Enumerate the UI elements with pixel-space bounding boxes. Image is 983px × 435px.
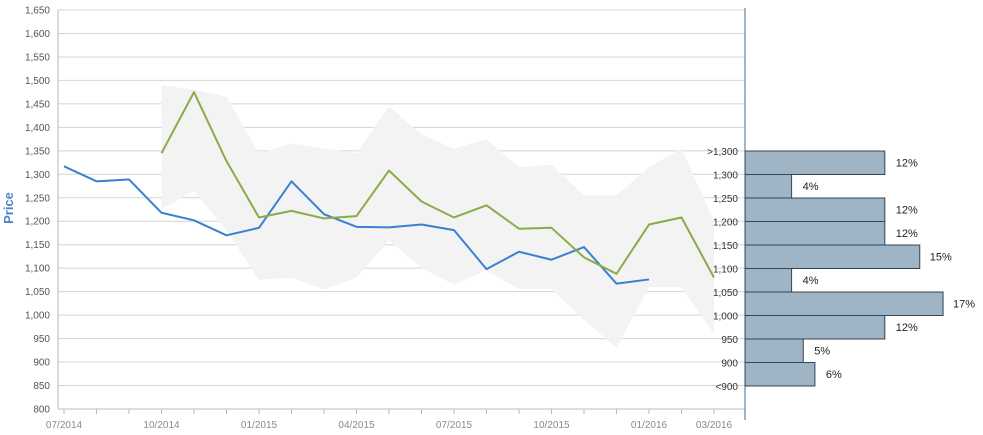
x-tick-label: 01/2016 [631, 420, 668, 431]
y-axis-label: Price [1, 192, 16, 224]
y-axis-ticks: 800 850 900 950 1,000 1,050 1,100 1,150 1,200 1,2… [25, 6, 50, 416]
y-tick-label: 1,400 [25, 123, 50, 134]
histogram-bar-label: 12% [896, 158, 918, 170]
histogram-category-label: 1,200 [713, 218, 738, 229]
histogram-bar-label: 6% [826, 369, 842, 381]
histogram-bar-label: 15% [930, 252, 952, 264]
y-tick-label: 1,300 [25, 170, 50, 181]
histogram-category-label: 1,250 [713, 194, 738, 205]
x-tick-label: 01/2015 [241, 420, 278, 431]
y-tick-label: 800 [33, 405, 50, 416]
histogram-category-label: 900 [721, 359, 738, 370]
series-line-1 [63, 165, 650, 285]
histogram-bar-label: 4% [803, 181, 819, 193]
histogram-bar [744, 291, 944, 316]
x-tick-label: 03/2016 [696, 420, 733, 431]
y-tick-label: 1,550 [25, 52, 50, 63]
x-tick-label: 04/2015 [338, 420, 375, 431]
x-tick-label: 07/2015 [436, 420, 473, 431]
histogram-category-label: 1,300 [713, 171, 738, 182]
histogram-category-label: 1,150 [713, 241, 738, 252]
y-tick-label: 1,150 [25, 240, 50, 251]
y-tick-label: 850 [33, 381, 50, 392]
histogram-category-label: 1,100 [713, 265, 738, 276]
y-tick-label: 1,250 [25, 193, 50, 204]
range-band-area [161, 85, 714, 348]
y-tick-label: 950 [33, 334, 50, 345]
histogram-bar [744, 338, 804, 363]
y-tick-label: 1,600 [25, 29, 50, 40]
x-tick-label: 07/2014 [46, 420, 83, 431]
y-tick-label: 1,650 [25, 6, 50, 17]
x-tick-label: 10/2014 [143, 420, 180, 431]
y-tick-label: 1,050 [25, 287, 50, 298]
histogram-category-label: <900 [715, 382, 738, 393]
x-tick-label: 10/2015 [533, 420, 570, 431]
histogram-category-label: 1,000 [713, 312, 738, 323]
x-axis-ticks: 07/2014 10/2014 01/2015 04/2015 07/2015 10/20… [46, 409, 733, 431]
y-tick-label: 1,000 [25, 311, 50, 322]
histogram-bar [744, 268, 793, 293]
y-tick-label: 1,450 [25, 99, 50, 110]
histogram-bar-label: 5% [814, 346, 830, 358]
histogram-bar-label: 12% [896, 205, 918, 217]
price-distribution-histogram: 12% 4% 12% 12% 15% 4% 17% 12% 5% 6% >1,300 1,300 1,2… [707, 147, 975, 393]
histogram-bar-label: 4% [803, 275, 819, 287]
histogram-bar [744, 315, 886, 340]
histogram-bar [744, 197, 886, 222]
histogram-bar [744, 362, 816, 387]
y-tick-label: 1,500 [25, 76, 50, 87]
histogram-bar-label: 12% [896, 322, 918, 334]
histogram-bar [744, 244, 921, 269]
histogram-bar-label: 17% [953, 299, 975, 311]
series-line-2 [160, 91, 715, 279]
y-tick-label: 900 [33, 358, 50, 369]
histogram-bar [744, 174, 793, 199]
histogram-category-label: 950 [721, 335, 738, 346]
histogram-category-label: >1,300 [707, 147, 738, 158]
histogram-category-label: 1,050 [713, 288, 738, 299]
histogram-bar-label: 12% [896, 228, 918, 240]
y-tick-label: 1,200 [25, 217, 50, 228]
histogram-bar [744, 150, 886, 175]
price-series [63, 91, 715, 285]
y-tick-label: 1,100 [25, 264, 50, 275]
histogram-bar [744, 221, 886, 246]
price-range-band [161, 85, 714, 348]
y-tick-label: 1,350 [25, 146, 50, 157]
